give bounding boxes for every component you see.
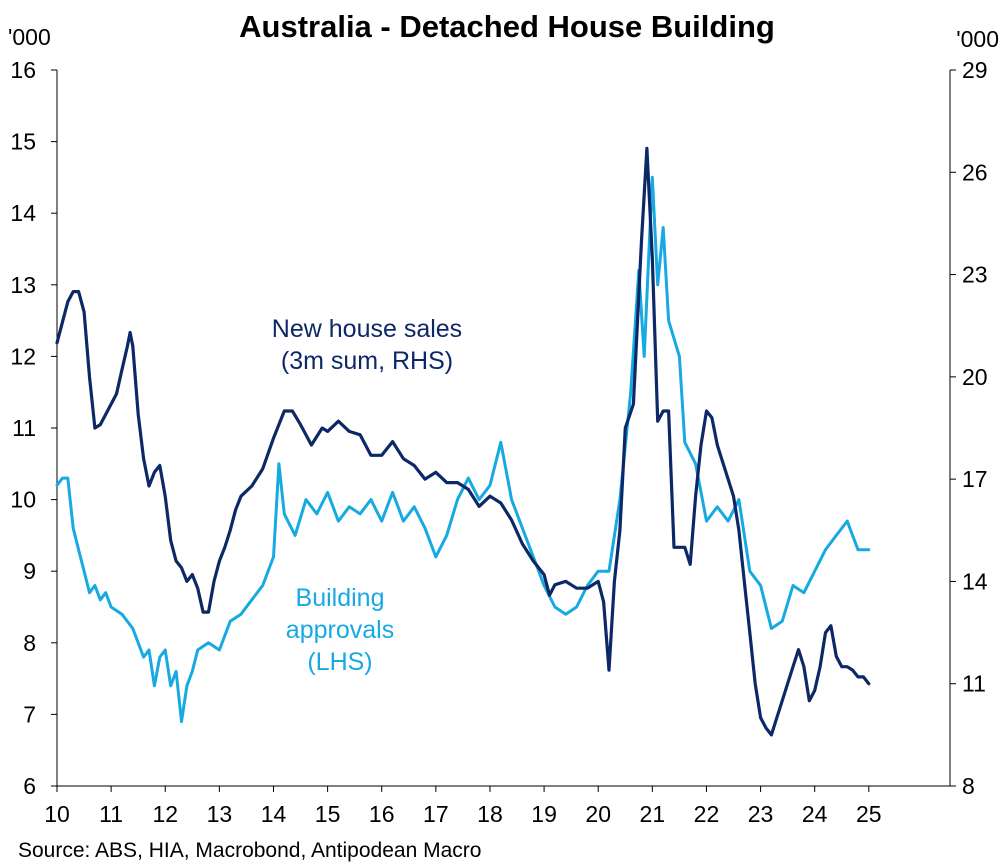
- x-tick-label: 21: [640, 801, 666, 827]
- right-tick-label: 17: [962, 466, 988, 492]
- right-tick-label: 14: [962, 568, 988, 594]
- x-tick-label: 22: [694, 801, 720, 827]
- left-tick-label: 9: [23, 558, 36, 584]
- right-tick-label: 11: [962, 671, 986, 697]
- x-tick-label: 18: [477, 801, 503, 827]
- left-tick-label: 15: [10, 129, 36, 155]
- x-tick-label: 25: [856, 801, 882, 827]
- right-tick-label: 8: [962, 773, 975, 799]
- right-axis-ticks: 8 11 14 17 20 23 26 29: [950, 57, 988, 799]
- x-tick-label: 20: [585, 801, 611, 827]
- left-tick-label: 6: [23, 773, 36, 799]
- left-tick-label: 8: [23, 630, 36, 656]
- right-tick-label: 20: [962, 364, 988, 390]
- new-house-sales-label-line: (3m sum, RHS): [281, 347, 453, 375]
- x-tick-label: 15: [315, 801, 341, 827]
- building-approvals-line: [55, 175, 871, 724]
- new-house-sales-label-line: New house sales: [272, 315, 462, 343]
- building-approvals-label: Building approvals (LHS): [286, 584, 394, 676]
- x-tick-label: 23: [748, 801, 774, 827]
- x-tick-label: 17: [423, 801, 449, 827]
- new-house-sales-line: [55, 146, 871, 737]
- x-tick-label: 10: [44, 801, 70, 827]
- right-tick-label: 29: [962, 57, 988, 83]
- left-tick-label: 7: [23, 701, 36, 727]
- x-tick-label: 11: [99, 801, 123, 827]
- left-tick-label: 14: [10, 200, 36, 226]
- x-tick-label: 14: [261, 801, 287, 827]
- new-house-sales-label: New house sales (3m sum, RHS): [272, 315, 462, 375]
- series-lines: [55, 146, 871, 737]
- x-tick-label: 19: [531, 801, 557, 827]
- x-tick-label: 12: [152, 801, 178, 827]
- x-axis-ticks: 10 11 12 13 14 15 16 17 18 19 20 21 22 23 24 25: [44, 786, 882, 827]
- left-axis-unit: '000: [8, 24, 51, 50]
- left-tick-label: 16: [10, 57, 36, 83]
- x-tick-label: 13: [207, 801, 233, 827]
- left-axis-ticks: 6 7 8 9 10 11 12 13 14 15 16: [10, 57, 57, 799]
- right-tick-label: 23: [962, 262, 988, 288]
- x-tick-label: 16: [369, 801, 395, 827]
- building-approvals-label-line: approvals: [286, 616, 394, 644]
- left-tick-label: 11: [12, 415, 36, 441]
- source-note: Source: ABS, HIA, Macrobond, Antipodean …: [18, 839, 481, 862]
- right-tick-label: 26: [962, 159, 988, 185]
- chart-title: Australia - Detached House Building: [239, 9, 775, 44]
- building-approvals-label-line: (LHS): [307, 648, 372, 676]
- right-axis-unit: '000: [956, 26, 999, 52]
- left-tick-label: 10: [10, 487, 36, 513]
- x-tick-label: 24: [802, 801, 828, 827]
- left-tick-label: 13: [10, 272, 36, 298]
- left-tick-label: 12: [10, 343, 36, 369]
- building-approvals-label-line: Building: [296, 584, 385, 612]
